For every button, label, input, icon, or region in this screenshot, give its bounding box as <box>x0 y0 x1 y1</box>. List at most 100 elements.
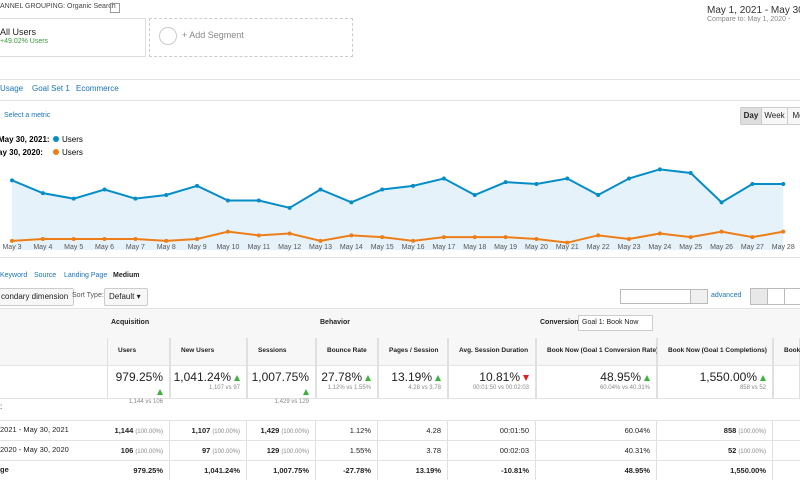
granularity-button[interactable]: Week <box>761 107 788 125</box>
select-metric[interactable]: Select a metric <box>4 112 51 119</box>
table-cell: 858 (100.00%) <box>657 421 773 440</box>
secondary-dimension[interactable]: condary dimension ▾ <box>0 288 74 317</box>
data-point <box>565 176 570 181</box>
data-point <box>472 235 477 240</box>
x-tick-label: May 12 <box>278 244 301 251</box>
summary-value: 1,007.75% <box>247 370 309 398</box>
table-cell: 1.12% <box>316 421 378 440</box>
row-divider <box>0 308 800 309</box>
cell-value: 97 <box>201 446 211 455</box>
table-view[interactable] <box>750 288 768 305</box>
x-tick-label: May 22 <box>587 244 610 251</box>
summary-value: 10.81% <box>448 370 529 384</box>
cell-share: (100.00%) <box>135 449 163 455</box>
column-title: Sessions <box>258 347 287 354</box>
legend-period: May 30, 2021: <box>0 135 50 144</box>
trend-arrow <box>234 374 240 381</box>
channel-grouping[interactable]: ANNEL GROUPING: Organic Search <box>0 3 116 10</box>
cell-value: 1,107 <box>191 426 211 435</box>
summary-cell: 979.25% 1,144 vs 106 <box>107 366 170 405</box>
trend-arrow <box>644 374 650 381</box>
cell-share: (100.00%) <box>135 429 163 435</box>
table-cell: 97 (100.00%) <box>170 441 247 460</box>
dimension-link[interactable]: Landing Page <box>64 272 108 279</box>
x-tick-label: May 11 <box>248 244 271 251</box>
data-point <box>688 171 693 175</box>
x-tick-label: May 17 <box>432 244 455 251</box>
data-point <box>441 235 446 240</box>
add-segment-box[interactable] <box>149 18 353 57</box>
add-segment[interactable]: + Add Segment <box>182 30 244 40</box>
data-point <box>534 182 539 186</box>
row-divider <box>0 398 800 399</box>
data-point <box>750 235 755 240</box>
column-group: Conversions <box>540 319 583 326</box>
tab[interactable]: Goal Set 1 <box>32 84 70 93</box>
cell-value: 1,429 <box>260 426 280 435</box>
x-tick-label: May 23 <box>618 244 641 251</box>
granularity-button[interactable]: Mo <box>787 107 800 125</box>
summary-value-text: 10.81% <box>479 370 520 384</box>
cell-share: (100.00%) <box>212 449 240 455</box>
data-point <box>503 180 508 185</box>
cell-value: -27.78% <box>343 466 371 475</box>
dimension-link[interactable]: Source <box>34 272 57 279</box>
x-tick-label: May 21 <box>556 244 579 251</box>
cell-value: 129 <box>266 446 280 455</box>
data-point <box>472 193 477 197</box>
data-point <box>503 235 508 240</box>
date-range[interactable]: May 1, 2021 - May 30, <box>707 5 800 16</box>
column-title: Bounce Rate <box>327 347 367 354</box>
data-point <box>565 240 570 245</box>
summary-detail: 1,107 vs 97 <box>208 385 240 391</box>
tab[interactable]: Ecommerce <box>76 84 119 93</box>
summary-detail: 60.04% vs 40.31% <box>599 385 650 391</box>
summary-value-text: 13.19% <box>391 370 432 384</box>
x-tick-label: May 4 <box>33 244 52 251</box>
legend-label: Users <box>62 148 83 157</box>
series-line <box>11 168 784 209</box>
cell-value: 4.28 <box>426 426 441 435</box>
add-segment-icon <box>159 27 177 45</box>
search-button[interactable] <box>690 289 708 304</box>
data-point <box>596 193 601 197</box>
compare-range: Compare to: May 1, 2020 - <box>707 16 791 23</box>
cell-value: 48.95% <box>624 466 650 475</box>
cell-value: -10.81% <box>501 466 529 475</box>
row-divider <box>0 440 800 441</box>
grouping-dropdown[interactable] <box>110 3 120 13</box>
cell-value: 1,550.00% <box>730 466 766 475</box>
x-tick-label: May 3 <box>2 244 21 251</box>
data-point <box>349 200 354 205</box>
goal-select[interactable]: Goal 1: Book Now <box>578 315 653 331</box>
data-point <box>287 205 292 210</box>
table-cell: 3.78 <box>378 441 448 460</box>
dimension-link[interactable]: Keyword <box>0 272 28 279</box>
data-point <box>164 238 169 243</box>
cell-value: 40.31% <box>624 446 650 455</box>
series-line <box>11 230 784 244</box>
row-divider <box>0 365 800 366</box>
cell-share: (100.00%) <box>738 449 766 455</box>
x-tick-label: May 8 <box>157 244 176 251</box>
summary-detail: 4.28 vs 3.78 <box>408 385 441 391</box>
pie-view[interactable] <box>767 288 785 305</box>
segment-card[interactable] <box>0 18 146 57</box>
bar-view[interactable] <box>784 288 800 305</box>
summary-detail: 1.12% vs 1.55% <box>327 385 371 391</box>
table-cell: 1,041.24% <box>170 461 247 480</box>
summary-cell: 27.78% 1.12% vs 1.55% <box>316 366 378 398</box>
column-header[interactable]: Book N <box>773 338 800 398</box>
data-point <box>133 237 138 241</box>
advanced-link[interactable]: advanced <box>711 292 742 299</box>
granularity-button[interactable]: Day <box>740 107 762 125</box>
data-point <box>627 176 631 181</box>
tab[interactable]: Usage <box>0 84 24 93</box>
data-point <box>349 233 354 238</box>
summary-detail: 1,429 vs 129 <box>274 399 309 405</box>
column-title: Book Now (Goal 1 Completions) <box>668 347 767 354</box>
column-group: Behavior <box>320 319 350 326</box>
search-box[interactable] <box>620 289 692 304</box>
dimension-link[interactable]: Medium <box>113 272 140 279</box>
sort-select[interactable]: Default ▾ <box>104 288 148 306</box>
